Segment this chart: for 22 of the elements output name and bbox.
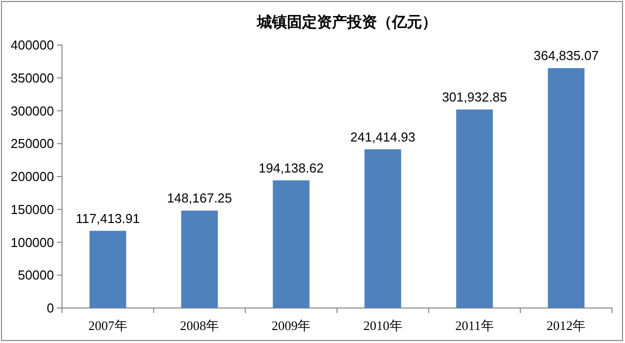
y-tick-label: 350000 [10,70,54,86]
y-tick-label: 400000 [10,38,54,52]
y-tick-label: 200000 [10,169,54,184]
x-tick-label: 2007年 [88,318,128,333]
data-label: 241,414.93 [350,129,416,144]
y-tick-label: 100000 [10,234,54,250]
x-tick-label: 2008年 [180,318,219,333]
data-label: 301,932.85 [442,89,508,104]
y-tick-label: 250000 [10,136,54,152]
x-tick-label: 2010年 [363,318,402,333]
data-label: 194,138.62 [258,160,324,176]
x-tick-label: 2011年 [455,318,494,333]
y-tick-label: 0 [46,300,54,316]
y-tick-label: 300000 [10,103,54,118]
y-tick-label: 50000 [18,268,54,283]
title: 城镇固定资产投资（亿元） [257,15,437,31]
data-label: 148,167.25 [166,190,232,206]
x-tick-label: 2012年 [546,318,586,333]
x-tick-label: 2009年 [272,318,311,333]
data-label: 364,835.07 [534,48,599,64]
data-label: 117,413.91 [76,210,140,226]
y-tick-label: 150000 [10,202,54,217]
